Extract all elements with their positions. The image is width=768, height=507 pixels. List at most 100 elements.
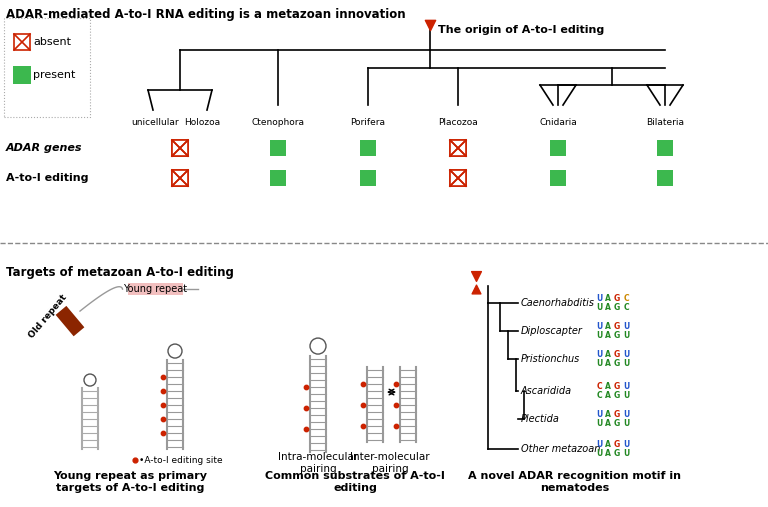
Text: present: present (33, 70, 75, 80)
Point (390, 380, 402, 388)
Point (470, 272, 482, 280)
Text: U: U (623, 382, 629, 390)
Text: Other metazoan: Other metazoan (521, 444, 601, 454)
Point (300, 424, 312, 432)
Text: U: U (623, 440, 629, 449)
Text: C: C (596, 382, 602, 390)
Bar (360, 140, 376, 156)
Point (357, 421, 369, 429)
Bar (550, 170, 566, 186)
Text: G: G (614, 358, 620, 368)
Bar (172, 170, 188, 186)
Bar (360, 140, 376, 156)
Bar (550, 140, 566, 156)
Text: ADAR-mediated A-to-I RNA editing is a metazoan innovation: ADAR-mediated A-to-I RNA editing is a me… (6, 8, 406, 21)
Text: A novel ADAR recognition motif in
nematodes: A novel ADAR recognition motif in nemato… (468, 472, 681, 493)
Bar (172, 140, 188, 156)
Text: G: G (614, 331, 620, 340)
Text: absent: absent (33, 37, 71, 47)
Point (157, 401, 169, 409)
Text: U: U (596, 349, 602, 358)
Text: Inter-molecular
pairing: Inter-molecular pairing (350, 452, 430, 474)
Text: Intra-molecular
pairing: Intra-molecular pairing (278, 452, 358, 474)
Text: U: U (623, 321, 629, 331)
Text: Young repeat as primary
targets of A-to-I editing: Young repeat as primary targets of A-to-… (53, 472, 207, 493)
Text: G: G (614, 382, 620, 390)
Bar (270, 140, 286, 156)
Text: A: A (605, 449, 611, 457)
Point (424, 21, 436, 29)
Point (129, 456, 141, 464)
Bar (360, 170, 376, 186)
Bar (657, 140, 673, 156)
Bar (657, 140, 673, 156)
Point (390, 401, 402, 409)
Text: C: C (623, 303, 629, 312)
Text: G: G (614, 390, 620, 400)
Text: Ctenophora: Ctenophora (251, 118, 304, 127)
Text: U: U (596, 449, 602, 457)
Text: G: G (614, 449, 620, 457)
Text: U: U (596, 303, 602, 312)
Text: U: U (623, 331, 629, 340)
Text: G: G (614, 440, 620, 449)
Point (357, 380, 369, 388)
Bar (172, 140, 188, 156)
Bar (657, 170, 673, 186)
Bar (450, 140, 466, 156)
Bar (450, 170, 466, 186)
Text: G: G (614, 321, 620, 331)
Text: U: U (623, 419, 629, 427)
Text: G: G (614, 349, 620, 358)
Text: A: A (605, 382, 611, 390)
Bar (360, 170, 376, 186)
Bar (450, 140, 466, 156)
Point (357, 401, 369, 409)
Text: A: A (605, 410, 611, 419)
Text: C: C (623, 294, 629, 303)
Text: U: U (623, 390, 629, 400)
Text: Caenorhabditis: Caenorhabditis (521, 298, 595, 308)
Bar (127, 283, 183, 295)
Point (157, 373, 169, 381)
Text: unicellular: unicellular (131, 118, 179, 127)
Bar (657, 170, 673, 186)
Text: C: C (596, 390, 602, 400)
Text: U: U (596, 410, 602, 419)
Text: G: G (614, 294, 620, 303)
Text: ADAR genes: ADAR genes (6, 143, 82, 153)
Bar (270, 170, 286, 186)
Text: U: U (596, 440, 602, 449)
Text: Porifera: Porifera (350, 118, 386, 127)
Text: Placozoa: Placozoa (438, 118, 478, 127)
Point (157, 386, 169, 394)
Text: Common substrates of A-to-I
editing: Common substrates of A-to-I editing (265, 472, 445, 493)
Point (470, 285, 482, 293)
Bar (270, 140, 286, 156)
Text: The origin of A-to-I editing: The origin of A-to-I editing (438, 25, 604, 35)
Text: G: G (614, 303, 620, 312)
Text: Targets of metazoan A-to-I editing: Targets of metazoan A-to-I editing (6, 266, 234, 279)
Bar (270, 170, 286, 186)
Bar (450, 170, 466, 186)
Text: U: U (623, 410, 629, 419)
Text: A: A (605, 294, 611, 303)
FancyBboxPatch shape (4, 18, 90, 117)
Text: U: U (623, 449, 629, 457)
Bar (13, 66, 31, 84)
Text: A: A (605, 358, 611, 368)
Text: Old repeat: Old repeat (27, 293, 69, 340)
Bar (550, 170, 566, 186)
Point (157, 415, 169, 423)
Text: G: G (614, 410, 620, 419)
Text: A: A (605, 331, 611, 340)
Text: Young repeat: Young repeat (123, 284, 187, 294)
Point (300, 404, 312, 412)
Text: A: A (605, 349, 611, 358)
Text: G: G (614, 419, 620, 427)
Bar (55, 306, 84, 336)
Bar (550, 140, 566, 156)
Text: Ascaridida: Ascaridida (521, 386, 572, 396)
Text: A: A (605, 321, 611, 331)
Text: •A-to-I editing site: •A-to-I editing site (139, 455, 223, 464)
